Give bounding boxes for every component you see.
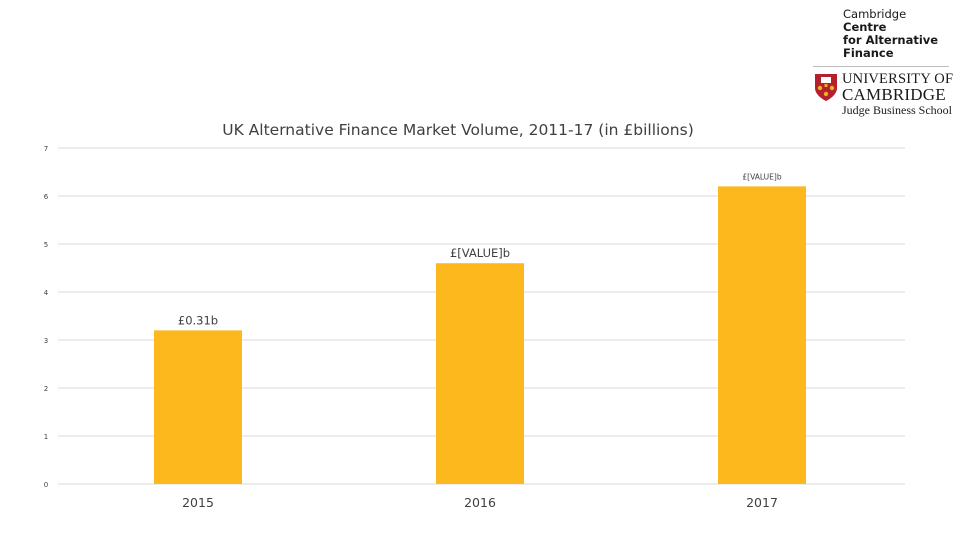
- x-tick-label: 2017: [746, 495, 778, 510]
- y-tick-label: 7: [44, 145, 48, 153]
- university-of-text: UNIVERSITY OF: [842, 71, 954, 87]
- data-label: £0.31b: [178, 313, 218, 327]
- logo-block: Cambridge Centre for Alternative Finance…: [812, 6, 957, 120]
- y-tick-label: 0: [44, 481, 48, 489]
- bar: [154, 330, 242, 484]
- x-axis-ticks: 2015 2016 2017: [182, 495, 778, 510]
- y-tick-label: 6: [44, 193, 49, 201]
- data-label: £[VALUE]b: [450, 246, 510, 260]
- y-tick-label: 1: [44, 433, 48, 441]
- x-tick-label: 2016: [464, 495, 496, 510]
- x-tick-label: 2015: [182, 495, 214, 510]
- y-tick-label: 4: [44, 289, 49, 297]
- bar: [718, 186, 806, 484]
- ccaf-logo-line-2: Centre: [843, 20, 887, 34]
- y-axis-ticks: 0 1 2 3 4 5 6 7: [44, 145, 49, 489]
- judge-business-school-text: Judge Business School: [842, 103, 953, 117]
- university-crest-icon: [815, 74, 837, 101]
- ccaf-logo-line-1: Cambridge: [843, 7, 907, 21]
- data-label: £[VALUE]b: [742, 172, 781, 181]
- bar: [436, 263, 524, 484]
- cambridge-text: CAMBRIDGE: [842, 85, 946, 104]
- y-tick-label: 2: [44, 385, 48, 393]
- y-tick-label: 3: [44, 337, 48, 345]
- bars: [154, 186, 806, 484]
- data-labels: £0.31b £[VALUE]b £[VALUE]b: [178, 172, 782, 327]
- ccaf-logo-line-4: Finance: [843, 46, 894, 60]
- logo-divider: [813, 66, 949, 67]
- y-tick-label: 5: [44, 241, 48, 249]
- chart-title: UK Alternative Finance Market Volume, 20…: [222, 121, 694, 139]
- ccaf-logo-line-3: for Alternative: [843, 33, 939, 47]
